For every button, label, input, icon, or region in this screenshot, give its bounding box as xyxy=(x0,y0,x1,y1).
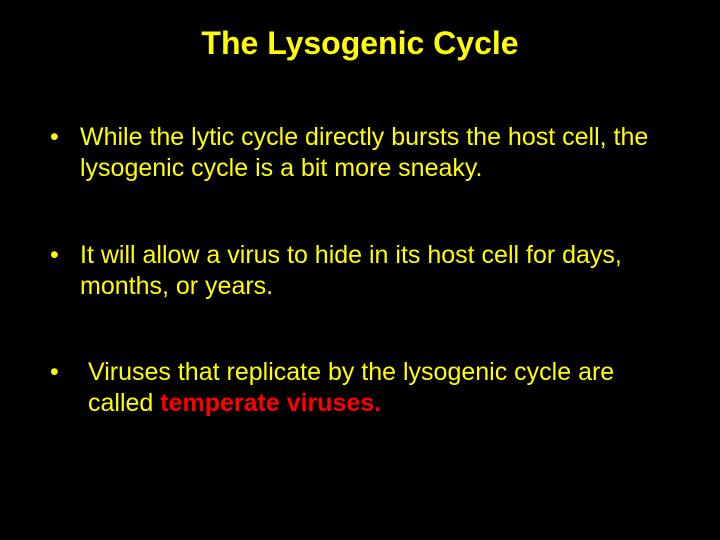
bullet-item-3: Viruses that replicate by the lysogenic … xyxy=(50,357,685,420)
bullet-text-1: While the lytic cycle directly bursts th… xyxy=(80,123,648,182)
bullet-item-1: While the lytic cycle directly bursts th… xyxy=(50,122,685,185)
bullet-text-2: It will allow a virus to hide in its hos… xyxy=(80,241,622,300)
slide-title: The Lysogenic Cycle xyxy=(35,25,685,62)
bullet-list: While the lytic cycle directly bursts th… xyxy=(35,122,685,420)
bullet-item-2: It will allow a virus to hide in its hos… xyxy=(50,240,685,303)
slide-container: The Lysogenic Cycle While the lytic cycl… xyxy=(0,0,720,540)
bullet-text-3-highlight: temperate viruses. xyxy=(160,389,381,417)
